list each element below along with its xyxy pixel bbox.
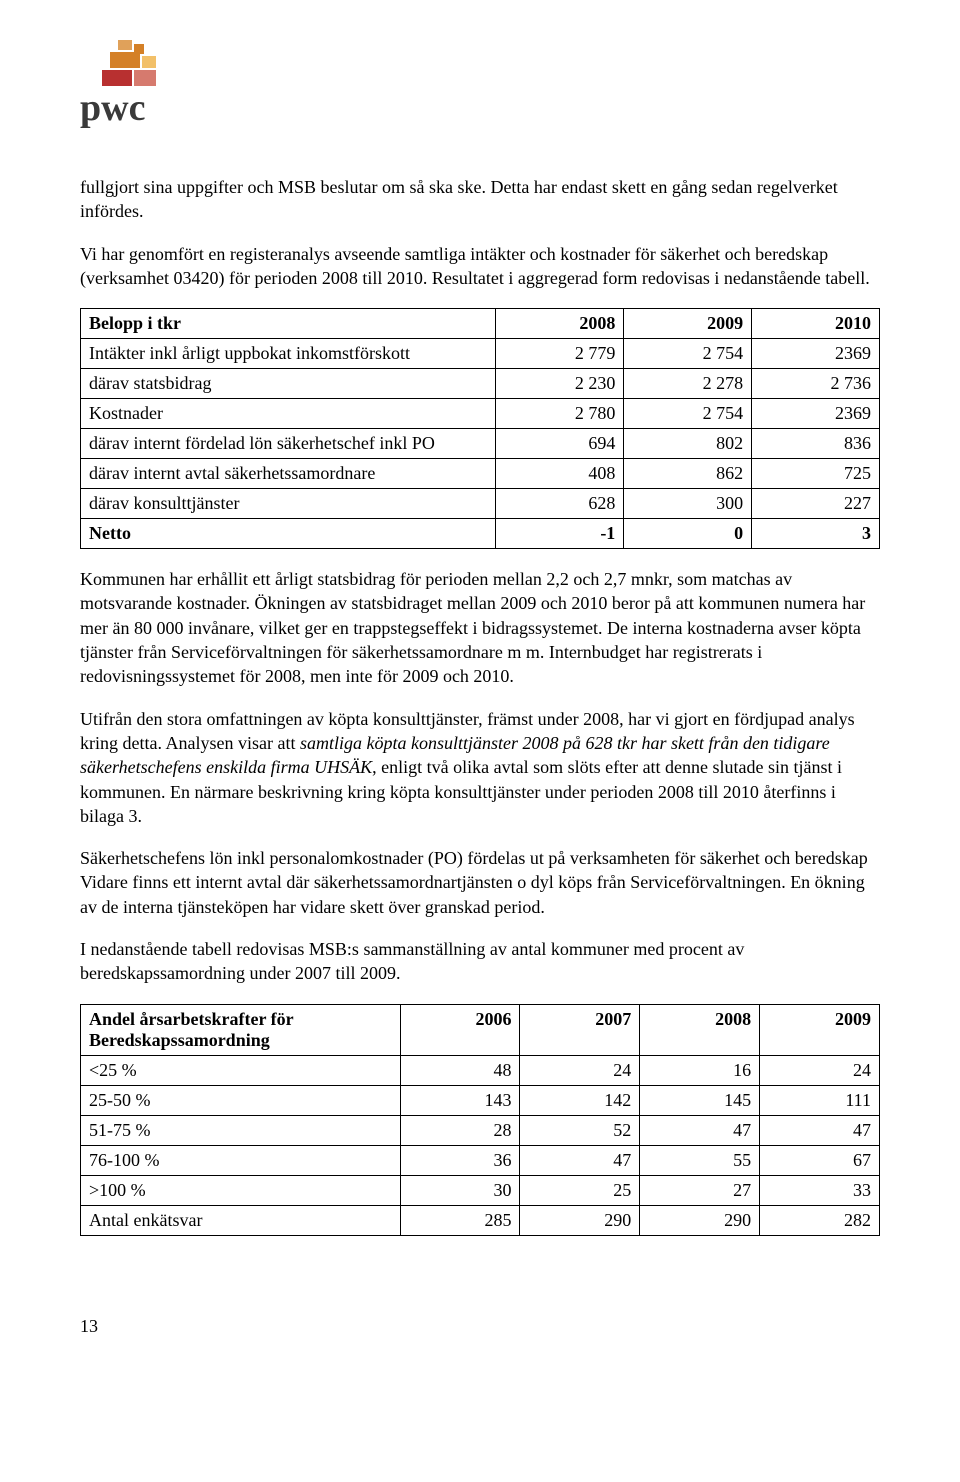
- paragraph-2: Vi har genomfört en registeranalys avsee…: [80, 242, 880, 291]
- t2-year-3: 2009: [760, 1004, 880, 1055]
- table-row: därav statsbidrag 2 230 2 278 2 736: [81, 369, 880, 399]
- t2-year-1: 2007: [520, 1004, 640, 1055]
- table-row: Antal enkätsvar 285 290 290 282: [81, 1205, 880, 1235]
- paragraph-4: Utifrån den stora omfattningen av köpta …: [80, 707, 880, 828]
- table-row: Intäkter inkl årligt uppbokat inkomstför…: [81, 339, 880, 369]
- t1-year-1: 2009: [624, 309, 752, 339]
- pwc-logo: pwc: [80, 40, 880, 135]
- t2-header-label: Andel årsarbetskrafter för Beredskapssam…: [81, 1004, 401, 1055]
- table-row: därav internt avtal säkerhetssamordnare …: [81, 459, 880, 489]
- t1-year-2: 2010: [752, 309, 880, 339]
- t2-year-2: 2008: [640, 1004, 760, 1055]
- table-row: Kostnader 2 780 2 754 2369: [81, 399, 880, 429]
- paragraph-6: I nedanstående tabell redovisas MSB:s sa…: [80, 937, 880, 986]
- table-belopp: Belopp i tkr 2008 2009 2010 Intäkter ink…: [80, 308, 880, 549]
- page-number: 13: [80, 1316, 880, 1337]
- svg-text:pwc: pwc: [80, 87, 145, 129]
- paragraph-3: Kommunen har erhållit ett årligt statsbi…: [80, 567, 880, 688]
- table-row: 51-75 % 28 52 47 47: [81, 1115, 880, 1145]
- t2-year-0: 2006: [400, 1004, 520, 1055]
- table-row: <25 % 48 24 16 24: [81, 1055, 880, 1085]
- table-row: 76-100 % 36 47 55 67: [81, 1145, 880, 1175]
- table-row: därav konsulttjänster 628 300 227: [81, 489, 880, 519]
- paragraph-5: Säkerhetschefens lön inkl personalomkost…: [80, 846, 880, 919]
- table-row: >100 % 30 25 27 33: [81, 1175, 880, 1205]
- t1-year-0: 2008: [496, 309, 624, 339]
- table-row: 25-50 % 143 142 145 111: [81, 1085, 880, 1115]
- t1-header-label: Belopp i tkr: [81, 309, 496, 339]
- table-andel: Andel årsarbetskrafter för Beredskapssam…: [80, 1004, 880, 1236]
- table-row: därav internt fördelad lön säkerhetschef…: [81, 429, 880, 459]
- paragraph-1: fullgjort sina uppgifter och MSB besluta…: [80, 175, 880, 224]
- table-row-netto: Netto -1 0 3: [81, 519, 880, 549]
